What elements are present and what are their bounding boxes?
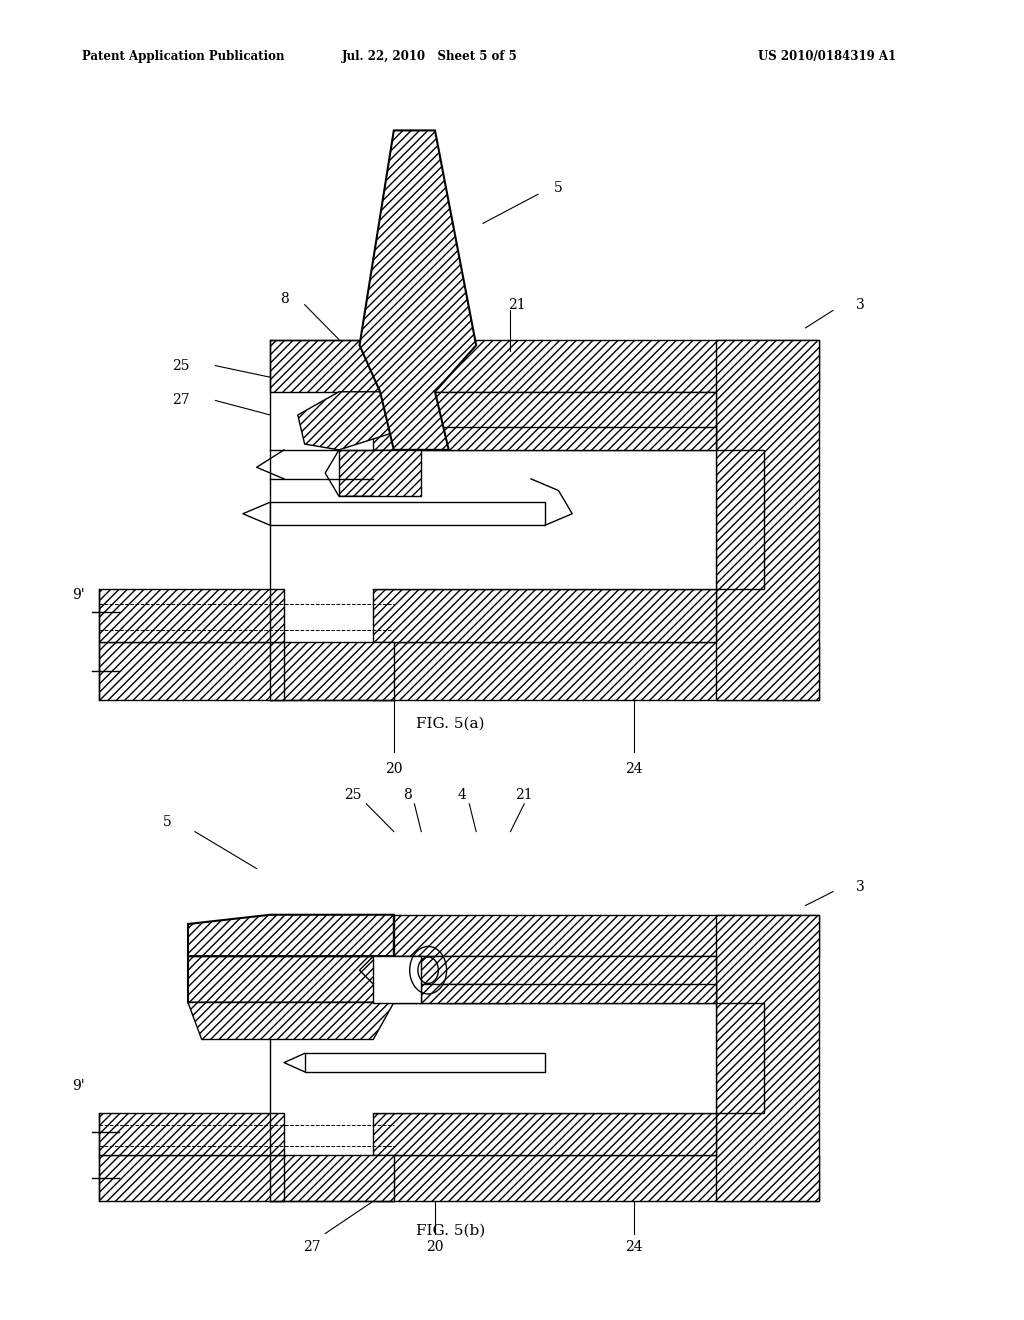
Polygon shape	[373, 956, 717, 1003]
Polygon shape	[717, 339, 819, 700]
Text: 9': 9'	[72, 587, 85, 602]
Text: 5: 5	[554, 181, 563, 195]
Polygon shape	[373, 1155, 819, 1201]
Text: 27: 27	[172, 393, 190, 408]
Polygon shape	[359, 131, 476, 450]
Polygon shape	[421, 426, 717, 450]
Polygon shape	[188, 915, 394, 956]
Polygon shape	[305, 1053, 545, 1072]
Text: 3: 3	[856, 880, 864, 894]
Polygon shape	[717, 1003, 764, 1114]
Polygon shape	[188, 1003, 394, 1040]
Polygon shape	[298, 392, 394, 450]
Polygon shape	[98, 1114, 284, 1155]
Text: 20: 20	[426, 1241, 443, 1254]
Text: 24: 24	[625, 762, 643, 776]
Text: 21: 21	[515, 788, 534, 801]
Text: 3: 3	[856, 297, 864, 312]
Text: FIG. 5(b): FIG. 5(b)	[416, 1224, 485, 1237]
Polygon shape	[188, 956, 394, 1003]
Polygon shape	[421, 985, 717, 1003]
Polygon shape	[373, 392, 717, 450]
Polygon shape	[98, 642, 284, 700]
Text: 25: 25	[172, 359, 189, 372]
Polygon shape	[442, 985, 511, 1003]
Polygon shape	[373, 589, 717, 642]
Text: 8: 8	[403, 788, 412, 801]
Polygon shape	[717, 915, 819, 1201]
Polygon shape	[339, 450, 421, 496]
Polygon shape	[98, 1155, 284, 1201]
Polygon shape	[373, 642, 819, 700]
Text: 24: 24	[625, 1241, 643, 1254]
Text: 4: 4	[458, 788, 467, 801]
Polygon shape	[270, 1155, 394, 1201]
Text: FIG. 5(a): FIG. 5(a)	[417, 717, 484, 730]
Text: 25: 25	[344, 788, 361, 801]
Text: 9': 9'	[72, 1078, 85, 1093]
Text: Jul. 22, 2010   Sheet 5 of 5: Jul. 22, 2010 Sheet 5 of 5	[342, 50, 518, 63]
Text: US 2010/0184319 A1: US 2010/0184319 A1	[758, 50, 896, 63]
Text: 5: 5	[163, 816, 172, 829]
Text: Patent Application Publication: Patent Application Publication	[82, 50, 285, 63]
Polygon shape	[270, 502, 545, 525]
Text: 27: 27	[303, 1241, 321, 1254]
Polygon shape	[270, 339, 394, 392]
Polygon shape	[270, 642, 394, 700]
Polygon shape	[373, 1114, 717, 1155]
Polygon shape	[373, 1003, 717, 1114]
Polygon shape	[373, 956, 421, 1003]
Polygon shape	[373, 450, 717, 589]
Text: 20: 20	[385, 762, 402, 776]
Polygon shape	[373, 339, 819, 392]
Text: 8: 8	[280, 292, 289, 306]
Polygon shape	[717, 450, 764, 589]
Polygon shape	[270, 915, 394, 956]
Text: 21: 21	[509, 297, 526, 312]
Polygon shape	[373, 915, 819, 956]
Polygon shape	[98, 589, 284, 642]
